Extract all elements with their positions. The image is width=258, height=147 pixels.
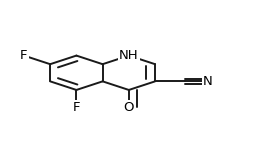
Text: F: F [73, 101, 80, 114]
Text: O: O [124, 101, 134, 114]
Text: F: F [20, 49, 28, 62]
Text: NH: NH [119, 49, 139, 62]
Text: N: N [203, 75, 213, 88]
